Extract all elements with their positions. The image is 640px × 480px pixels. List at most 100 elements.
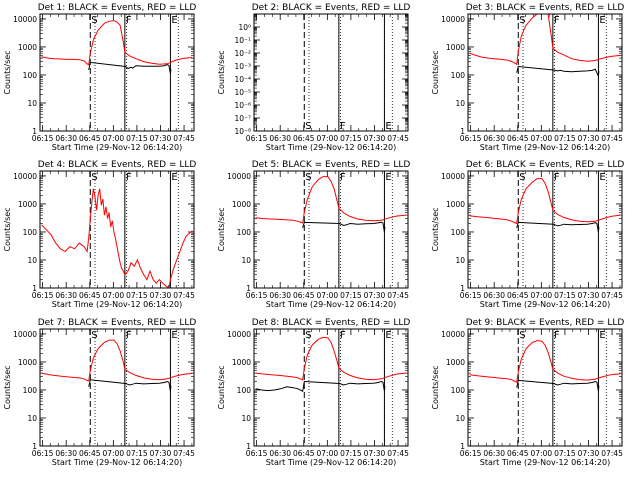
marker-label: S	[91, 330, 97, 341]
y-axis-label: Counts/sec	[431, 365, 440, 409]
plot-frame	[39, 13, 195, 132]
x-tick-label: 07:45	[387, 291, 409, 300]
x-tick-label: 07:00	[103, 291, 125, 300]
marker-label: F	[340, 121, 346, 132]
y-axis-label: Counts/sec	[3, 50, 12, 94]
panel-title: Det 4: BLACK = Events, RED = LLD	[38, 160, 197, 170]
y-tick-label: 10	[455, 99, 465, 108]
x-tick-label: 06:15	[32, 449, 54, 458]
x-tick-label: 07:00	[531, 449, 553, 458]
x-tick-label: 06:45	[507, 449, 529, 458]
y-tick-label: 100	[451, 386, 466, 395]
y-tick-label: 100	[23, 228, 38, 237]
x-tick-label: 07:00	[531, 291, 553, 300]
y-tick-label: 100	[451, 71, 466, 80]
panel-title: Det 2: BLACK = Events, RED = LLD	[252, 3, 411, 13]
x-tick-label: 07:00	[317, 449, 339, 458]
marker-label: S	[305, 121, 311, 132]
plot-frame	[467, 170, 623, 289]
y-tick-label: 10⁰	[238, 23, 251, 32]
marker-label: F	[340, 172, 346, 183]
y-tick-label: 10000	[441, 330, 465, 339]
y-tick-label: 10⁻⁶	[234, 101, 251, 110]
x-tick-label: 06:15	[246, 449, 268, 458]
x-tick-label: 07:45	[173, 291, 195, 300]
panel-title: Det 5: BLACK = Events, RED = LLD	[252, 160, 411, 170]
x-tick-label: 07:15	[340, 449, 362, 458]
series-line-events	[516, 221, 600, 233]
marker-label: F	[554, 172, 560, 183]
series-line-lld	[41, 188, 193, 288]
y-tick-label: 1000	[446, 43, 465, 52]
y-tick-label: 100	[237, 228, 252, 237]
x-tick-label: 07:15	[126, 449, 148, 458]
y-tick-label: 10	[27, 99, 37, 108]
x-tick-label: 06:45	[293, 291, 315, 300]
marker-label: E	[599, 330, 605, 341]
series-line-events	[516, 65, 600, 79]
x-tick-label: 07:15	[126, 134, 148, 143]
series-line-lld	[255, 176, 407, 224]
series-group	[41, 188, 193, 288]
marker-label: E	[171, 15, 177, 26]
x-tick-label: 06:30	[483, 134, 505, 143]
x-tick-label: 07:30	[578, 291, 600, 300]
y-tick-label: 1	[32, 127, 37, 136]
y-tick-label: 1000	[232, 200, 251, 209]
y-tick-label: 1000	[446, 200, 465, 209]
x-tick-label: 07:30	[150, 291, 172, 300]
y-axis-label: Counts/sec	[217, 50, 226, 94]
y-tick-label: 1000	[18, 43, 37, 52]
panel-det-5: Det 5: BLACK = Events, RED = LLD Start Ti…	[217, 160, 410, 309]
series-group	[41, 339, 193, 392]
x-axis-label: Start Time (29-Nov-12 06:14:20)	[52, 143, 182, 152]
panel-title: Det 3: BLACK = Events, RED = LLD	[466, 3, 625, 13]
x-tick-label: 07:45	[387, 449, 409, 458]
marker-label: E	[599, 172, 605, 183]
plot-frame	[39, 328, 195, 447]
x-tick-label: 07:15	[554, 134, 576, 143]
series-line-events	[516, 379, 600, 392]
x-tick-label: 06:15	[246, 134, 268, 143]
y-tick-label: 1	[460, 442, 465, 451]
y-axis-label: Counts/sec	[3, 207, 12, 251]
x-tick-label: 07:30	[364, 291, 386, 300]
x-tick-label: 07:30	[364, 449, 386, 458]
marker-label: E	[171, 172, 177, 183]
series-line-lld	[469, 14, 621, 66]
panel-title: Det 7: BLACK = Events, RED = LLD	[38, 318, 197, 328]
plot-frame	[253, 13, 409, 132]
y-tick-label: 10⁻¹	[234, 36, 251, 45]
marker-label: E	[599, 15, 605, 26]
x-tick-label: 07:15	[340, 134, 362, 143]
x-tick-label: 07:15	[554, 449, 576, 458]
marker-label: F	[554, 15, 560, 26]
x-axis-label: Start Time (29-Nov-12 06:14:20)	[480, 300, 610, 309]
y-tick-label: 10	[27, 256, 37, 265]
x-tick-label: 07:45	[173, 134, 195, 143]
series-line-lld	[255, 336, 407, 381]
x-tick-label: 06:15	[32, 291, 54, 300]
y-tick-label: 1	[32, 442, 37, 451]
marker-label: S	[305, 172, 311, 183]
series-group	[255, 176, 407, 233]
y-tick-label: 100	[451, 228, 466, 237]
y-tick-label: 1	[32, 284, 37, 293]
x-tick-label: 06:45	[507, 134, 529, 143]
x-tick-label: 06:30	[55, 134, 77, 143]
y-tick-label: 10⁻⁸	[234, 127, 251, 136]
x-axis-label: Start Time (29-Nov-12 06:14:20)	[52, 300, 182, 309]
x-tick-label: 06:30	[55, 449, 77, 458]
y-tick-label: 1	[246, 284, 251, 293]
marker-label: S	[519, 330, 525, 341]
y-tick-label: 100	[23, 386, 38, 395]
x-tick-label: 07:30	[578, 449, 600, 458]
x-tick-label: 07:30	[578, 134, 600, 143]
marker-label: F	[126, 15, 132, 26]
series-line-lld	[41, 339, 193, 382]
series-line-events	[88, 379, 172, 392]
y-tick-label: 10000	[441, 15, 465, 24]
x-tick-label: 07:45	[387, 134, 409, 143]
y-tick-label: 10000	[13, 172, 37, 181]
